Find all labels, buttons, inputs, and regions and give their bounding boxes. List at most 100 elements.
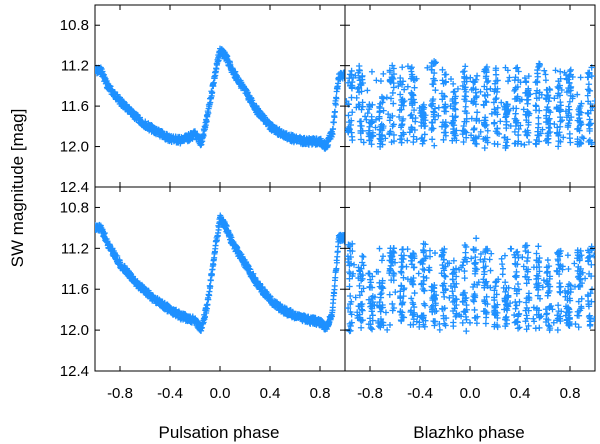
- data-point: [440, 92, 448, 100]
- data-point: [439, 66, 446, 74]
- data-point: [507, 300, 514, 307]
- data-point: [451, 135, 458, 142]
- data-point: [371, 294, 378, 301]
- data-point: [442, 132, 449, 139]
- data-point: [449, 307, 457, 315]
- data-point: [558, 87, 565, 94]
- data-point: [378, 257, 385, 264]
- data-point: [525, 138, 533, 146]
- data-point: [364, 110, 371, 117]
- data-point: [348, 260, 355, 267]
- data-point: [587, 317, 594, 325]
- data-point: [584, 247, 591, 254]
- data-point: [584, 92, 591, 99]
- data-point: [523, 89, 530, 96]
- data-point: [588, 261, 595, 268]
- data-point: [554, 268, 561, 275]
- data-point: [416, 104, 423, 111]
- data-point: [378, 93, 385, 100]
- data-point: [399, 299, 407, 306]
- data-point: [410, 301, 417, 308]
- data-point: [386, 131, 393, 138]
- data-point: [453, 301, 460, 309]
- data-point: [554, 326, 562, 334]
- data-point: [505, 106, 512, 113]
- data-point: [373, 268, 380, 275]
- data-point: [563, 303, 570, 310]
- data-point: [516, 298, 523, 305]
- data-point: [419, 140, 426, 147]
- data-point: [380, 253, 387, 260]
- data-point: [585, 270, 593, 278]
- data-point: [461, 274, 468, 282]
- data-point: [356, 282, 363, 290]
- data-point: [524, 249, 532, 256]
- data-point: [333, 265, 340, 272]
- data-point: [483, 314, 490, 321]
- panel-top-right: [344, 4, 596, 188]
- data-point: [533, 256, 540, 264]
- data-point: [378, 132, 386, 140]
- axis-ticks: 10.8 11.2 11.6 12.0 12.4 10.8 11.2 11.6 12.0 12.4…: [60, 5, 595, 402]
- data-point: [566, 295, 573, 302]
- data-point: [439, 261, 446, 269]
- panel-frame: [94, 4, 346, 188]
- data-point: [391, 259, 398, 266]
- data-point: [579, 269, 586, 276]
- data-point: [585, 98, 592, 105]
- data-point: [439, 77, 446, 84]
- data-point: [488, 250, 495, 257]
- data-point: [412, 118, 419, 125]
- data-point: [429, 283, 436, 291]
- data-point: [346, 283, 353, 290]
- data-point: [409, 73, 416, 81]
- data-point: [482, 117, 489, 124]
- data-point: [421, 287, 428, 294]
- data-point: [355, 275, 362, 282]
- data-point: [469, 296, 477, 304]
- data-point: [545, 139, 552, 146]
- data-point: [386, 270, 393, 277]
- x-axis-title-left: Pulsation phase: [159, 423, 280, 442]
- data-point: [530, 264, 537, 271]
- data-point: [567, 87, 574, 94]
- data-point: [516, 324, 523, 331]
- data-point: [525, 294, 532, 301]
- x-tick-label: 0.8: [310, 385, 331, 402]
- data-point: [382, 135, 389, 142]
- data-point: [356, 267, 363, 274]
- data-point: [566, 106, 573, 113]
- data-point: [542, 77, 549, 84]
- data-point: [544, 103, 551, 111]
- data-point: [348, 319, 355, 326]
- data-point: [114, 252, 121, 259]
- data-point: [459, 319, 466, 327]
- data-point: [472, 259, 479, 266]
- y-tick-label: 10.8: [60, 199, 89, 216]
- data-point: [433, 292, 440, 299]
- data-point: [467, 319, 474, 326]
- data-point: [400, 274, 407, 281]
- data-point: [556, 82, 563, 89]
- data-point: [409, 311, 416, 319]
- data-point: [440, 136, 447, 144]
- data-point: [411, 99, 418, 106]
- data-point: [502, 322, 509, 330]
- data-point: [534, 305, 541, 312]
- data-point: [496, 130, 503, 137]
- data-point: [388, 277, 395, 284]
- data-point: [585, 110, 592, 117]
- data-point: [470, 100, 477, 107]
- data-point: [556, 265, 563, 272]
- data-point: [512, 118, 519, 125]
- data-point: [449, 288, 456, 295]
- data-point: [461, 241, 469, 249]
- data-point: [368, 326, 376, 333]
- data-point: [524, 254, 531, 262]
- data-point: [450, 80, 457, 87]
- data-point: [556, 279, 563, 287]
- data-point: [566, 117, 573, 124]
- data-point: [408, 295, 415, 302]
- data-point: [345, 304, 352, 312]
- data-point: [484, 139, 491, 146]
